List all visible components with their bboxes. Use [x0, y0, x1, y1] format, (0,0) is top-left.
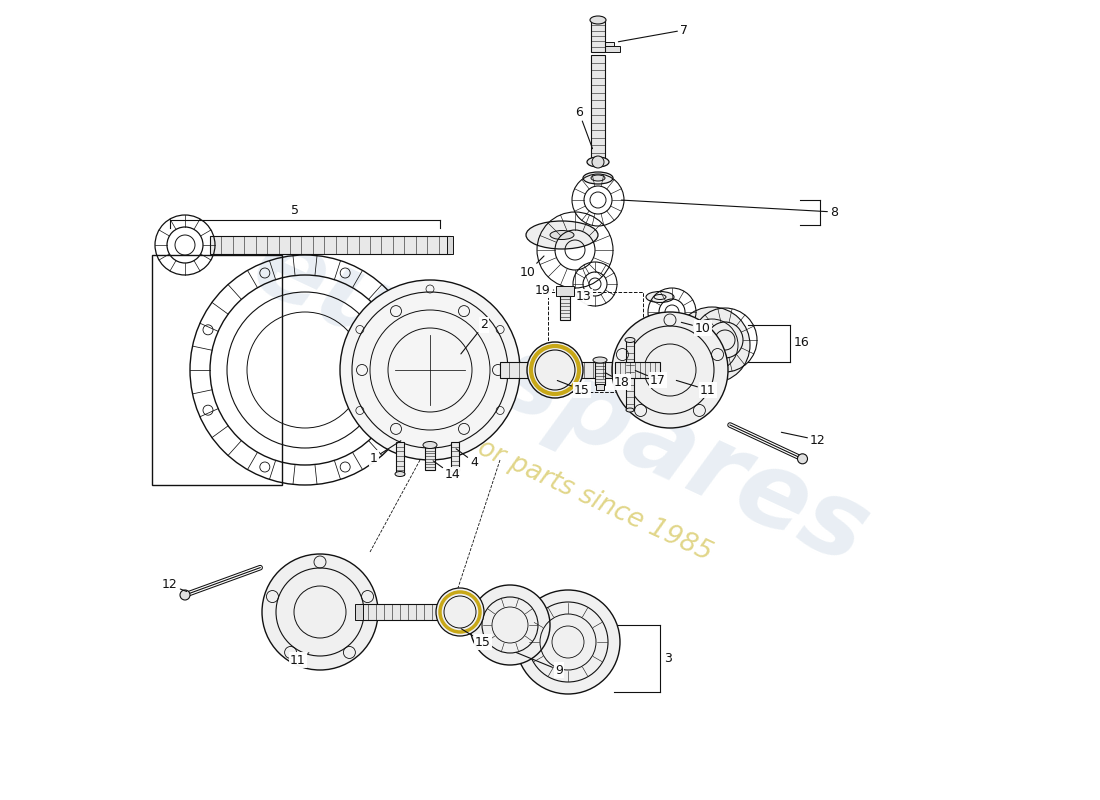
Ellipse shape: [646, 291, 674, 302]
Bar: [600, 42, 614, 46]
Bar: [152, 255, 282, 485]
Text: 4: 4: [456, 449, 477, 469]
Text: 7: 7: [618, 23, 688, 42]
Bar: [396, 442, 404, 475]
Text: 13: 13: [576, 290, 592, 303]
Text: 14: 14: [433, 461, 461, 482]
Circle shape: [674, 307, 750, 383]
Text: 10: 10: [520, 256, 544, 278]
Bar: [425, 445, 435, 470]
Ellipse shape: [583, 172, 613, 184]
Ellipse shape: [587, 157, 609, 167]
Ellipse shape: [593, 357, 607, 363]
Ellipse shape: [526, 221, 598, 249]
Text: 11: 11: [676, 381, 716, 397]
Bar: [591, 55, 605, 160]
Circle shape: [798, 454, 807, 464]
Text: eurospares: eurospares: [236, 213, 883, 587]
Ellipse shape: [550, 230, 574, 239]
Circle shape: [340, 280, 520, 460]
Text: 5: 5: [292, 203, 299, 217]
Circle shape: [180, 590, 190, 600]
Bar: [556, 286, 574, 296]
Text: 8: 8: [621, 200, 838, 218]
Bar: [210, 236, 450, 254]
Circle shape: [262, 554, 378, 670]
Bar: [595, 360, 605, 385]
Bar: [451, 442, 459, 470]
Bar: [548, 292, 643, 392]
Ellipse shape: [625, 338, 635, 342]
Text: 15: 15: [558, 381, 590, 397]
Circle shape: [516, 590, 620, 694]
Ellipse shape: [424, 442, 437, 449]
Text: 18: 18: [605, 373, 630, 389]
Text: 6: 6: [575, 106, 593, 149]
Bar: [602, 46, 620, 52]
Text: 11: 11: [290, 653, 309, 666]
Text: 12: 12: [781, 432, 826, 446]
Bar: [355, 604, 363, 620]
Text: 1: 1: [370, 441, 400, 465]
Circle shape: [436, 588, 484, 636]
Bar: [500, 362, 640, 378]
Text: 12: 12: [162, 578, 187, 591]
Circle shape: [612, 312, 728, 428]
Text: 9: 9: [516, 653, 563, 677]
Text: 2: 2: [461, 318, 488, 354]
Ellipse shape: [450, 467, 460, 473]
Circle shape: [527, 342, 583, 398]
Ellipse shape: [590, 16, 606, 24]
Ellipse shape: [626, 408, 634, 412]
Bar: [560, 296, 570, 320]
Bar: [591, 20, 605, 52]
Circle shape: [592, 156, 604, 168]
Text: 3: 3: [664, 653, 672, 666]
Bar: [447, 236, 453, 254]
Bar: [360, 604, 448, 620]
Circle shape: [470, 585, 550, 665]
Bar: [626, 340, 634, 410]
Bar: [615, 362, 660, 378]
Ellipse shape: [395, 471, 405, 477]
Text: 15: 15: [461, 629, 491, 649]
Text: 10: 10: [681, 322, 711, 334]
Text: 16: 16: [794, 337, 810, 350]
Text: a passion for parts since 1985: a passion for parts since 1985: [344, 374, 716, 566]
Text: 19: 19: [535, 283, 553, 297]
Text: 17: 17: [636, 370, 666, 386]
Bar: [596, 384, 604, 390]
Ellipse shape: [591, 175, 605, 181]
